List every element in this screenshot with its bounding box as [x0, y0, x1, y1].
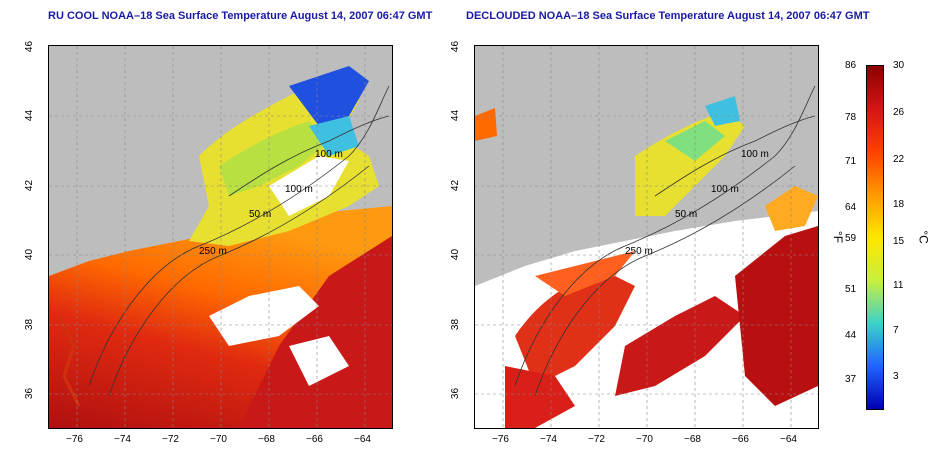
contour-line: [514, 85, 816, 387]
sst-map-cloudy-drawing: [49, 46, 392, 428]
lon-tick-label: −76: [492, 434, 509, 445]
lat-tick-label: 40: [450, 248, 462, 261]
lon-tick-label: −68: [684, 434, 701, 445]
colorbar-tick-c: 26: [893, 107, 905, 118]
contour-label-100m: 100 m: [285, 184, 313, 195]
lon-tick-label: −64: [354, 434, 371, 445]
lon-tick-label: −66: [306, 434, 323, 445]
contour-line: [88, 85, 390, 387]
contour-line: [654, 115, 816, 197]
lat-tick-label: 42: [24, 179, 36, 192]
cool-water-patch: [309, 116, 359, 156]
colorbar-tick-c: 15: [893, 236, 905, 247]
colorbar-tick-c: 30: [893, 60, 905, 71]
lat-tick-label: 44: [450, 109, 462, 122]
unit-fahrenheit: °F: [831, 230, 846, 244]
lat-tick-label: 46: [24, 40, 36, 53]
lat-tick-label: 42: [450, 179, 462, 192]
colorbar-tick-f: 71: [845, 156, 857, 167]
gulf-stream-water: [735, 226, 818, 406]
lat-tick-label: 36: [24, 387, 36, 400]
lat-tick-label: 36: [450, 387, 462, 400]
contour-label-50m: 50 m: [249, 209, 272, 220]
lon-tick-label: −72: [588, 434, 605, 445]
contour-label-100m: 100 m: [315, 149, 343, 160]
sst-map-declouded-drawing: [475, 46, 818, 428]
colorbar-tick-f: 44: [845, 330, 857, 341]
colorbar-tick-f: 37: [845, 374, 857, 385]
sst-map-cloudy: 100 m 100 m 50 m 250 m: [48, 45, 393, 429]
right-map-title: DECLOUDED NOAA–18 Sea Surface Temperatur…: [466, 10, 870, 22]
colorbar-tick-c: 22: [893, 154, 905, 165]
shelf-cool-water: [665, 121, 725, 161]
lat-tick-label: 44: [24, 109, 36, 122]
cloud-patch: [289, 336, 349, 386]
warm-ocean: [515, 271, 635, 386]
colorbar-tick-c: 3: [893, 371, 899, 382]
masked-area: [475, 211, 818, 428]
colorbar-tick-f: 59: [845, 233, 857, 244]
colorbar-tick-c: 11: [893, 280, 904, 291]
gulf-stream-water: [615, 296, 745, 396]
colorbar-tick-f: 86: [845, 60, 857, 71]
warm-ocean: [765, 186, 818, 231]
temperature-colorbar: [866, 65, 884, 410]
lon-tick-label: −68: [258, 434, 275, 445]
lat-tick-label: 40: [24, 248, 36, 261]
gulf-stream-water: [239, 236, 392, 428]
warm-ocean: [535, 251, 635, 296]
coastline: [57, 315, 81, 407]
contour-label-250m: 250 m: [199, 246, 227, 257]
lat-tick-label: 38: [450, 318, 462, 331]
warm-ocean: [475, 108, 497, 141]
left-map-title: RU COOL NOAA–18 Sea Surface Temperature …: [48, 10, 433, 22]
colorbar-tick-f: 51: [845, 284, 857, 295]
lon-tick-label: −76: [66, 434, 83, 445]
contour-line: [534, 165, 796, 397]
contour-line: [108, 165, 370, 397]
lon-tick-label: −74: [114, 434, 131, 445]
contour-label-250m: 250 m: [625, 246, 653, 257]
colorbar-tick-f: 64: [845, 202, 857, 213]
cool-water-patch: [705, 96, 740, 126]
colorbar-tick-c: 18: [893, 199, 905, 210]
cloud-patch: [209, 286, 319, 346]
lon-tick-label: −70: [636, 434, 653, 445]
colorbar-tick-f: 78: [845, 112, 857, 123]
warm-ocean: [505, 366, 575, 428]
lon-tick-label: −72: [162, 434, 179, 445]
colorbar-tick-c: 7: [893, 325, 899, 336]
contour-line: [228, 115, 390, 197]
contour-label-100m: 100 m: [741, 149, 769, 160]
lon-tick-label: −74: [540, 434, 557, 445]
unit-celsius: °C: [916, 230, 931, 244]
lon-tick-label: −64: [780, 434, 797, 445]
shelf-cool-water: [219, 121, 329, 196]
map-gridlines: [475, 46, 818, 428]
cold-water-patch: [289, 66, 369, 126]
lat-tick-label: 46: [450, 40, 462, 53]
contour-label-50m: 50 m: [675, 209, 698, 220]
contour-label-100m: 100 m: [711, 184, 739, 195]
map-gridlines: [49, 46, 392, 428]
lat-tick-label: 38: [24, 318, 36, 331]
lon-tick-label: −70: [210, 434, 227, 445]
sst-map-declouded: 100 m 100 m 50 m 250 m: [474, 45, 819, 429]
lon-tick-label: −66: [732, 434, 749, 445]
